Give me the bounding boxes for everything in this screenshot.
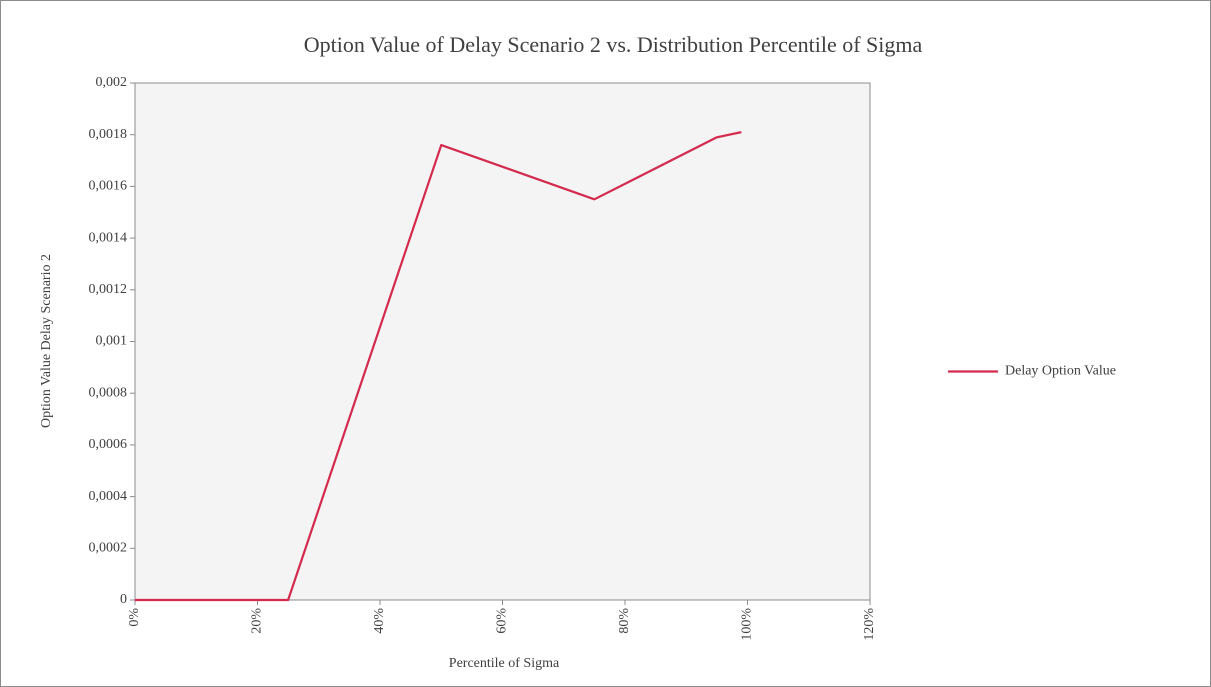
y-tick-label: 0,0016 <box>89 179 128 194</box>
chart-title: Option Value of Delay Scenario 2 vs. Dis… <box>304 32 923 57</box>
x-tick-label: 80% <box>617 608 632 634</box>
legend-label: Delay Option Value <box>1005 364 1116 379</box>
y-tick-label: 0,0008 <box>89 385 128 400</box>
y-tick-label: 0,001 <box>96 334 128 349</box>
x-tick-label: 60% <box>495 608 510 634</box>
x-tick-label: 120% <box>862 608 877 641</box>
y-tick-label: 0 <box>120 592 127 607</box>
y-tick-label: 0,0004 <box>89 489 128 504</box>
x-tick-label: 0% <box>127 608 142 627</box>
y-axis-label: Option Value Delay Scenario 2 <box>39 254 54 428</box>
data-line <box>135 131 742 602</box>
x-tick-label: 40% <box>372 608 387 634</box>
plot-area <box>134 82 871 601</box>
x-tick-label: 20% <box>250 608 265 634</box>
x-axis-label: Percentile of Sigma <box>449 656 560 671</box>
y-tick-label: 0,0006 <box>89 437 128 452</box>
y-tick-label: 0,0002 <box>89 541 128 556</box>
y-tick-label: 0,0012 <box>89 282 128 297</box>
x-tick-label: 100% <box>740 608 755 641</box>
y-tick-label: 0,0014 <box>89 230 128 245</box>
y-tick-label: 0,0018 <box>89 127 128 142</box>
y-tick-label: 0,002 <box>96 75 128 90</box>
